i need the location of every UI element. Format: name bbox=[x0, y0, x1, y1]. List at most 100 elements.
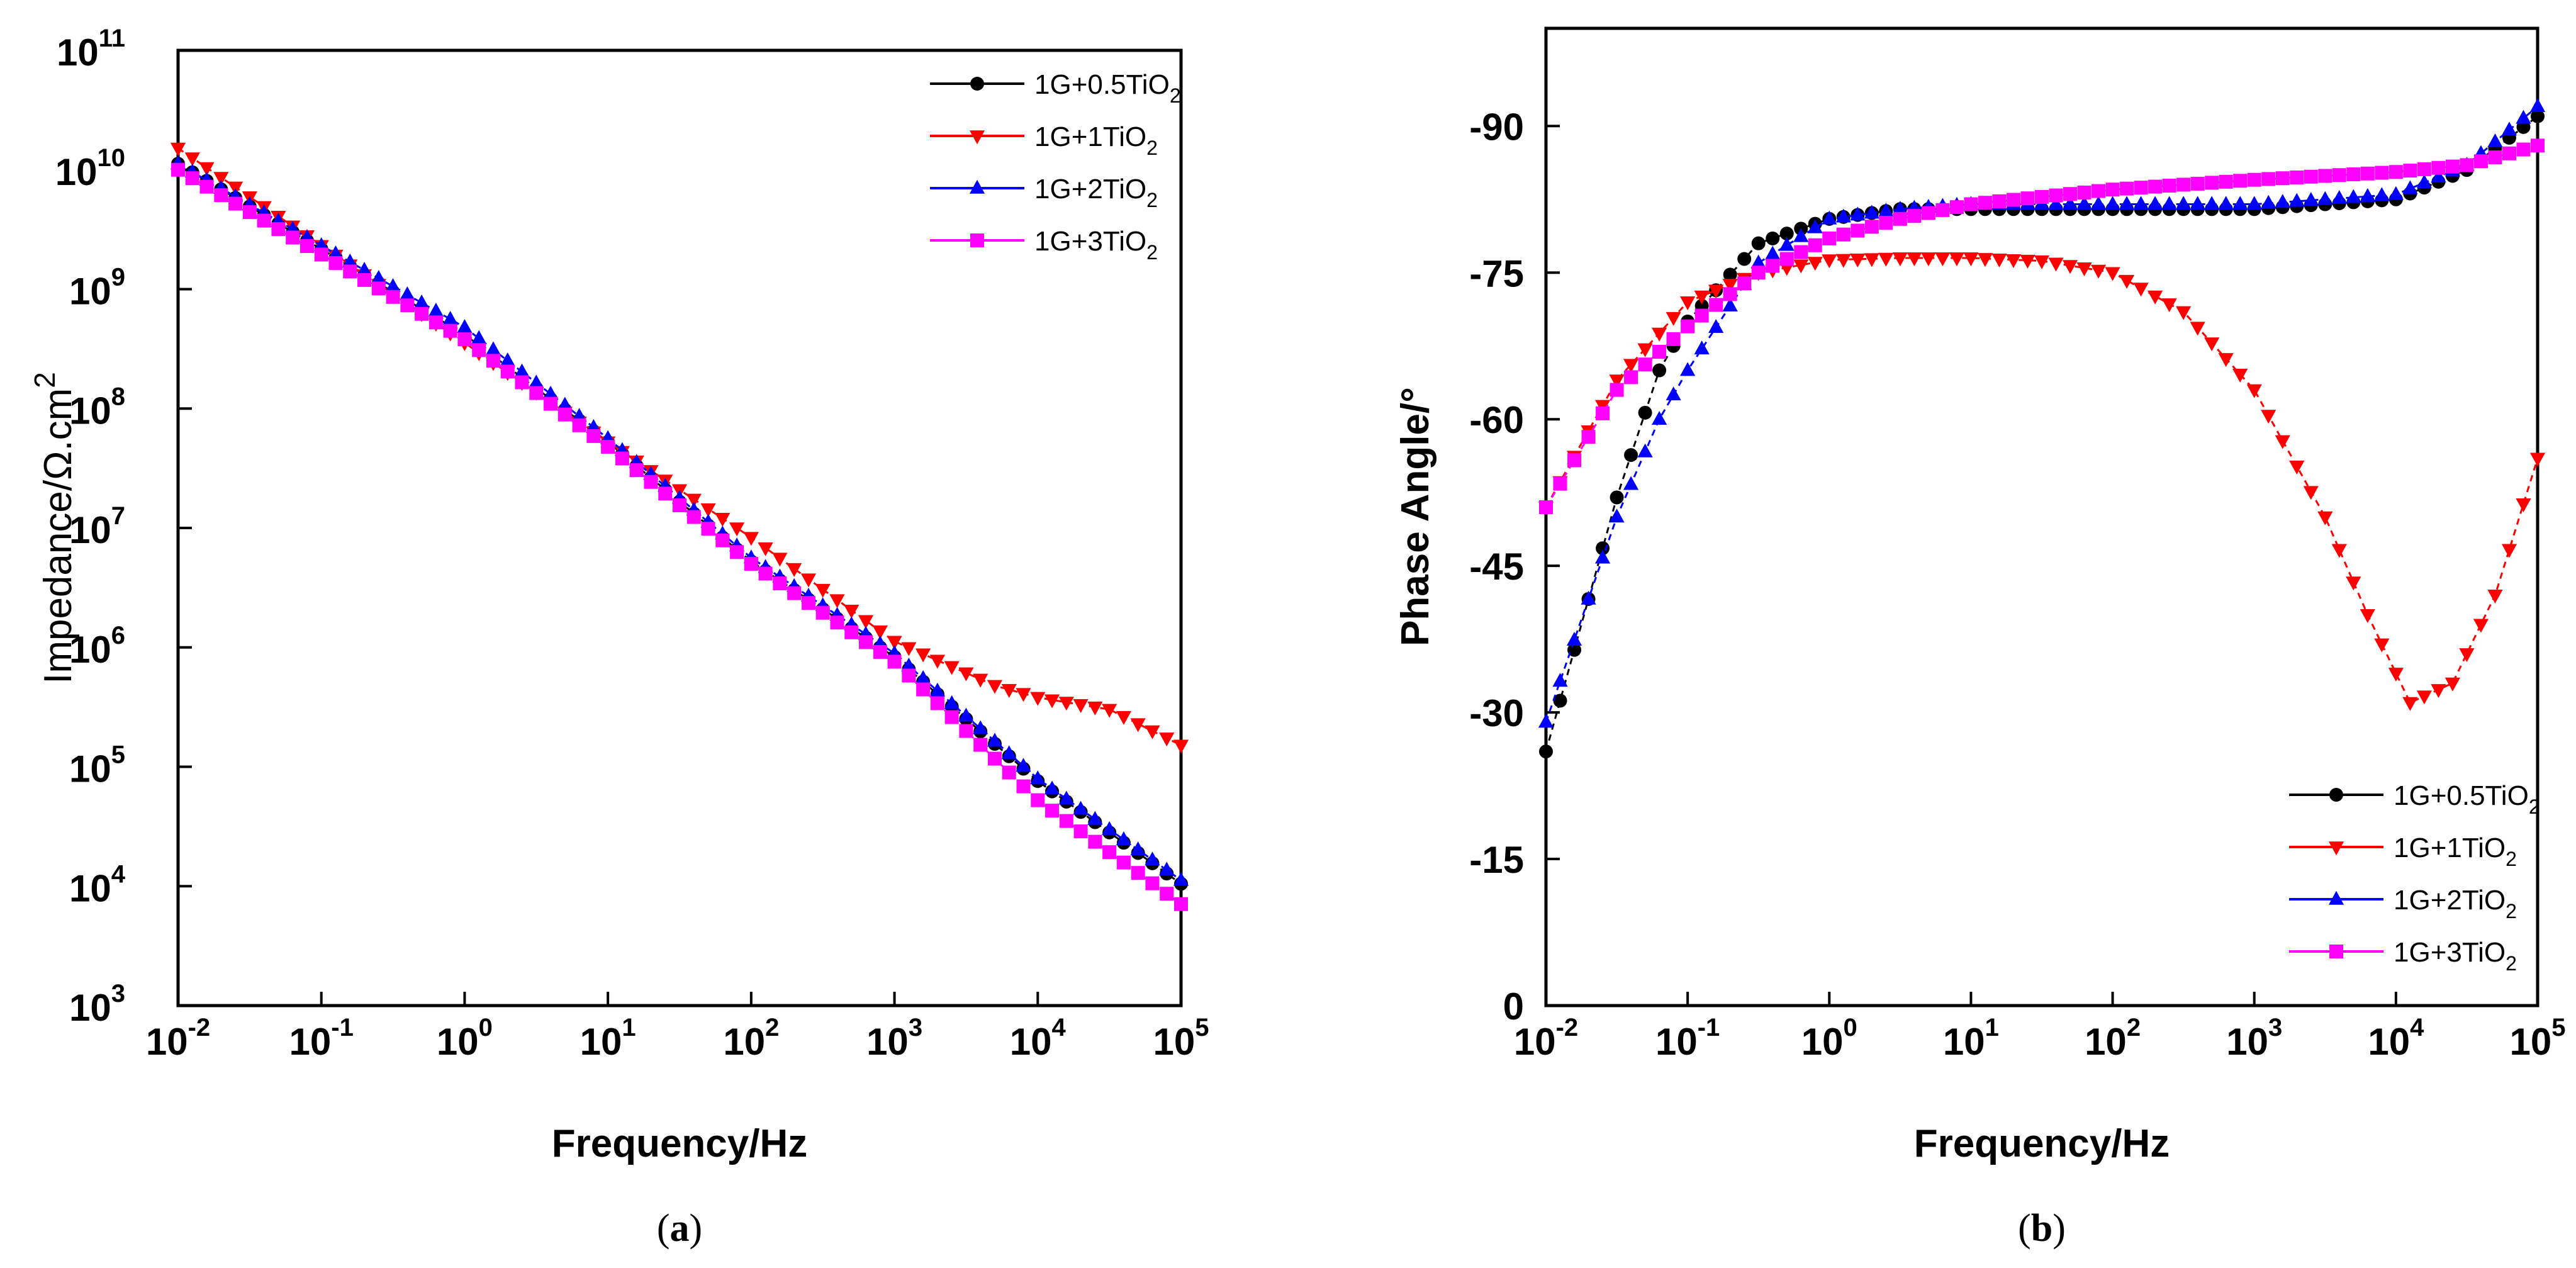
data-point-marker bbox=[2487, 133, 2503, 147]
data-point-marker bbox=[1552, 673, 1568, 687]
data-point-marker bbox=[2134, 181, 2148, 195]
data-point-marker bbox=[414, 295, 430, 309]
data-point-marker bbox=[2487, 589, 2503, 603]
data-point-marker bbox=[1044, 694, 1060, 709]
data-point-marker bbox=[1737, 252, 1752, 266]
data-point-marker bbox=[571, 408, 587, 422]
data-point-marker bbox=[2303, 486, 2319, 500]
data-point-marker bbox=[2328, 841, 2344, 856]
data-point-marker bbox=[2329, 945, 2343, 958]
data-point-marker bbox=[2416, 174, 2432, 189]
data-point-marker bbox=[2402, 697, 2418, 711]
y-tick-label: -30 bbox=[1469, 692, 1524, 734]
data-point-marker bbox=[1680, 296, 1696, 311]
data-point-marker bbox=[1073, 800, 1089, 815]
data-point-marker bbox=[1920, 252, 1936, 267]
data-point-marker bbox=[1116, 855, 1131, 870]
data-point-marker bbox=[529, 374, 544, 389]
data-point-marker bbox=[1694, 308, 1709, 323]
data-point-marker bbox=[1766, 259, 1780, 273]
data-point-marker bbox=[1907, 252, 1922, 267]
data-point-marker bbox=[185, 171, 199, 186]
data-point-marker bbox=[342, 254, 358, 268]
data-point-marker bbox=[2331, 544, 2347, 558]
data-point-marker bbox=[199, 179, 214, 194]
data-point-marker bbox=[973, 720, 988, 734]
data-point-marker bbox=[1991, 254, 2007, 268]
data-point-marker bbox=[987, 751, 1002, 766]
data-point-marker bbox=[1794, 245, 1808, 259]
data-point-marker bbox=[2005, 254, 2022, 268]
data-series bbox=[1539, 138, 2545, 514]
data-point-marker bbox=[1808, 238, 1822, 252]
data-point-marker bbox=[428, 315, 443, 330]
x-tick-label: 104 bbox=[2368, 1014, 2424, 1063]
data-point-marker bbox=[2035, 189, 2049, 204]
data-point-marker bbox=[844, 604, 860, 619]
data-point-marker bbox=[1044, 780, 1060, 795]
data-point-marker bbox=[2176, 306, 2192, 320]
data-point-marker bbox=[2204, 337, 2220, 352]
data-point-marker bbox=[958, 667, 974, 682]
data-point-marker bbox=[887, 636, 902, 650]
data-point-marker bbox=[2020, 254, 2036, 269]
data-point-marker bbox=[2148, 290, 2163, 305]
data-point-marker bbox=[958, 707, 974, 722]
data-point-marker bbox=[500, 364, 515, 379]
data-point-marker bbox=[1637, 443, 1653, 457]
data-point-marker bbox=[514, 363, 530, 378]
data-point-marker bbox=[800, 573, 817, 588]
data-point-marker bbox=[2374, 638, 2390, 653]
data-series bbox=[1538, 252, 2546, 711]
data-point-marker bbox=[2062, 196, 2078, 210]
data-point-marker bbox=[544, 396, 558, 411]
data-point-marker bbox=[1723, 267, 1737, 282]
data-point-marker bbox=[1666, 311, 1681, 326]
data-point-marker bbox=[1708, 319, 1724, 334]
data-point-marker bbox=[1102, 845, 1117, 860]
data-point-marker bbox=[744, 556, 758, 571]
data-point-marker bbox=[1681, 319, 1695, 334]
data-point-marker bbox=[1652, 327, 1667, 342]
legend-label: 1G+1TiO2 bbox=[1034, 121, 1158, 159]
legend-label: 1G+2TiO2 bbox=[1034, 174, 1158, 211]
data-point-marker bbox=[859, 635, 873, 649]
data-point-marker bbox=[2076, 196, 2092, 210]
data-point-marker bbox=[386, 289, 400, 304]
data-point-marker bbox=[2162, 179, 2176, 193]
data-point-marker bbox=[2232, 368, 2248, 383]
phase-angle-chart: 10-2 10-1 100 101 102 103 104 105 0 -15 -30 -45 -60 -… bbox=[1394, 26, 2566, 1250]
data-point-marker bbox=[2317, 191, 2333, 205]
x-tick-label: 100 bbox=[437, 1014, 493, 1063]
data-point-marker bbox=[2529, 452, 2546, 467]
data-point-marker bbox=[2360, 166, 2375, 181]
data-point-marker bbox=[1709, 298, 1723, 312]
data-point-marker bbox=[214, 188, 228, 203]
data-point-marker bbox=[2516, 498, 2531, 512]
data-point-marker bbox=[2090, 196, 2107, 210]
legend-label: 1G+1TiO2 bbox=[2394, 833, 2517, 870]
data-point-marker bbox=[1553, 476, 1567, 491]
x-tick-label: 105 bbox=[1153, 1014, 1209, 1063]
data-point-marker bbox=[2232, 196, 2248, 210]
data-point-marker bbox=[1102, 704, 1117, 718]
data-point-marker bbox=[2105, 196, 2120, 210]
data-point-marker bbox=[486, 354, 500, 368]
panel-caption: (a) bbox=[657, 1207, 702, 1250]
data-point-marker bbox=[872, 625, 888, 639]
data-point-marker bbox=[1779, 237, 1795, 251]
x-tick-label: 102 bbox=[723, 1014, 779, 1063]
data-point-marker bbox=[673, 498, 686, 512]
data-point-marker bbox=[2531, 138, 2545, 153]
data-point-marker bbox=[371, 270, 386, 284]
data-point-marker bbox=[987, 680, 1003, 694]
data-point-marker bbox=[1864, 253, 1879, 267]
data-point-marker bbox=[2077, 185, 2092, 199]
data-point-marker bbox=[1779, 252, 1794, 266]
data-point-marker bbox=[1567, 642, 1582, 657]
data-point-marker bbox=[1030, 770, 1046, 785]
data-point-marker bbox=[2416, 690, 2432, 705]
data-point-marker bbox=[2431, 684, 2446, 699]
y-tick-label: 105 bbox=[69, 741, 125, 790]
data-point-marker bbox=[2388, 668, 2404, 682]
